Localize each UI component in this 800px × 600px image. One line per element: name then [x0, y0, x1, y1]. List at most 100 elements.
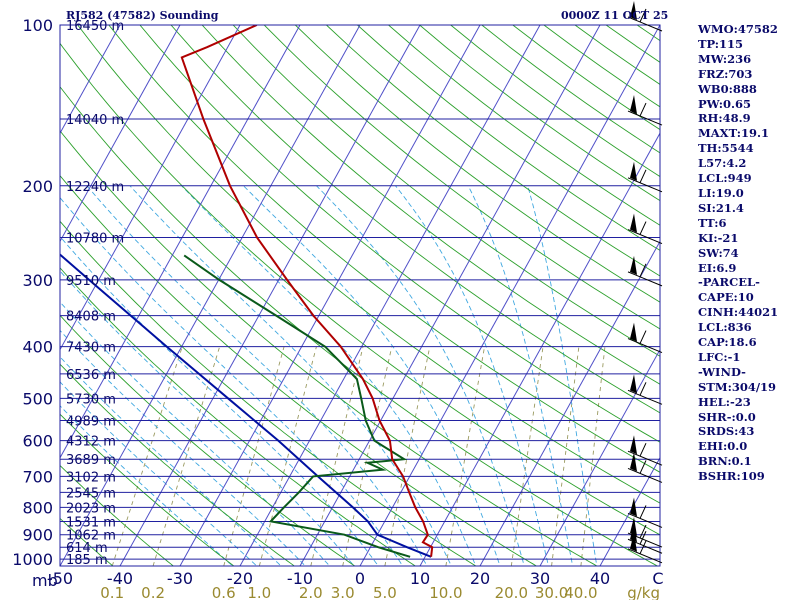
index-line: HEL:-23 [698, 394, 751, 409]
moist-adiabat-28 [316, 185, 525, 566]
moist-adiabat--12 [60, 356, 282, 566]
temperature-end-label: C [652, 569, 663, 588]
height-label: 2545 m [66, 486, 116, 501]
isotherm--30 [179, 25, 481, 566]
dry-adiabat-280 [60, 267, 417, 566]
mixing-ratio-label: 40.0 [564, 584, 597, 600]
temperature-tick-label: -50 [47, 569, 73, 588]
height-label: 614 m [66, 541, 108, 556]
mixing-ratio-label: 0.1 [100, 584, 124, 600]
mixing-ratio-label: 10.0 [429, 584, 462, 600]
isotherm-10 [419, 132, 660, 566]
parcel-line [60, 253, 432, 558]
index-line: TH:5544 [698, 141, 754, 156]
isotherm--70 [60, 25, 241, 351]
index-line: SRDS:43 [698, 424, 755, 439]
index-line: SI:21.4 [698, 200, 744, 215]
index-line: LCL:949 [698, 171, 752, 186]
mixing-ratio-label: 0.6 [212, 584, 236, 600]
moist-adiabat--16 [60, 381, 258, 566]
moist-adiabat-32 [395, 185, 549, 566]
moist-adiabat--8 [60, 329, 306, 566]
index-line: EHI:0.0 [698, 439, 748, 454]
temperature-tick-label: -10 [287, 569, 313, 588]
pressure-tick-label: 1000 [12, 550, 53, 569]
dry-adiabat-270 [60, 314, 356, 566]
height-label: 4989 m [66, 415, 116, 430]
mixing-ratio-0.6 [223, 346, 285, 566]
isotherm--40 [119, 25, 421, 566]
pressure-tick-label: 300 [22, 271, 53, 290]
dry-adiabat-230 [60, 517, 114, 566]
isotherm--60 [60, 25, 301, 459]
mixing-ratio-5 [384, 346, 431, 566]
wind-barb [627, 213, 663, 245]
pressure-tick-label: 600 [22, 432, 53, 451]
wind-barb [627, 161, 663, 193]
mixing-ratio-label: 0.2 [141, 584, 165, 600]
height-label: 5730 m [66, 392, 116, 407]
height-label: 16450 m [66, 19, 124, 34]
dry-adiabat-370 [170, 25, 660, 414]
moist-adiabat-20 [181, 185, 477, 566]
mixing-ratio-label: 1.0 [247, 584, 271, 600]
temperature-tick-label: 20 [470, 569, 490, 588]
height-label: 185 m [66, 553, 108, 568]
height-label: 3689 m [66, 453, 116, 468]
moist-adiabat-12 [86, 185, 428, 566]
isotherm--50 [60, 25, 361, 566]
index-line: PW:0.65 [698, 96, 752, 111]
dry-adiabat-220 [0, 25, 57, 571]
moist-adiabat-4 [60, 235, 379, 566]
mixing-ratio-30 [551, 346, 580, 566]
dewpoint-line [183, 254, 411, 558]
moist-adiabat-36 [467, 185, 574, 566]
wind-barb [627, 95, 663, 126]
height-label: 10780 m [66, 232, 124, 247]
index-line: MW:236 [698, 51, 752, 66]
index-line: TP:115 [698, 36, 744, 51]
index-line: RH:48.9 [698, 111, 751, 126]
temperature-line [180, 25, 434, 557]
index-line: -PARCEL- [698, 275, 760, 290]
mixing-ratio-label: 3.0 [331, 584, 355, 600]
pressure-tick-label: 100 [22, 16, 53, 35]
dry-adiabat-360 [139, 25, 660, 443]
dry-adiabat-330 [60, 42, 660, 536]
temperature-tick-label: -30 [167, 569, 193, 588]
height-label: 14040 m [66, 113, 124, 128]
pressure-tick-label: 500 [22, 389, 53, 408]
height-label: 2023 m [66, 501, 116, 516]
moist-adiabat-16 [129, 185, 452, 566]
dry-adiabat-390 [232, 25, 660, 357]
moist-adiabat-40 [527, 185, 598, 566]
temperature-tick-label: 30 [530, 569, 550, 588]
dry-adiabat-410 [294, 25, 660, 303]
index-line: -WIND- [698, 364, 746, 379]
dry-adiabat-260 [60, 363, 296, 566]
height-label: 1062 m [66, 529, 116, 544]
dry-adiabat-250 [60, 413, 235, 566]
index-line: FRZ:703 [698, 66, 753, 81]
pressure-tick-label: 200 [22, 177, 53, 196]
moist-adiabat--4 [60, 301, 331, 566]
height-label: 6536 m [66, 368, 116, 383]
mixing-ratio-10 [445, 346, 486, 566]
index-line: BRN:0.1 [698, 454, 752, 469]
mixing-ratio-1 [258, 346, 317, 566]
temperature-tick-label: -20 [227, 569, 253, 588]
index-line: STM:304/19 [698, 379, 777, 394]
index-line: CAPE:10 [698, 290, 754, 305]
pressure-tick-label: 400 [22, 338, 53, 357]
index-line: WB0:888 [698, 81, 757, 96]
moist-adiabat-0 [60, 270, 355, 566]
dry-adiabat-350 [108, 25, 660, 473]
isotherm--90 [60, 25, 121, 135]
height-label: 1531 m [66, 515, 116, 530]
isotherm-40 [599, 456, 660, 566]
dry-adiabat-340 [77, 25, 660, 504]
wind-barb [627, 435, 663, 466]
plot-frame [59, 24, 661, 567]
isotherm--10 [299, 25, 601, 566]
